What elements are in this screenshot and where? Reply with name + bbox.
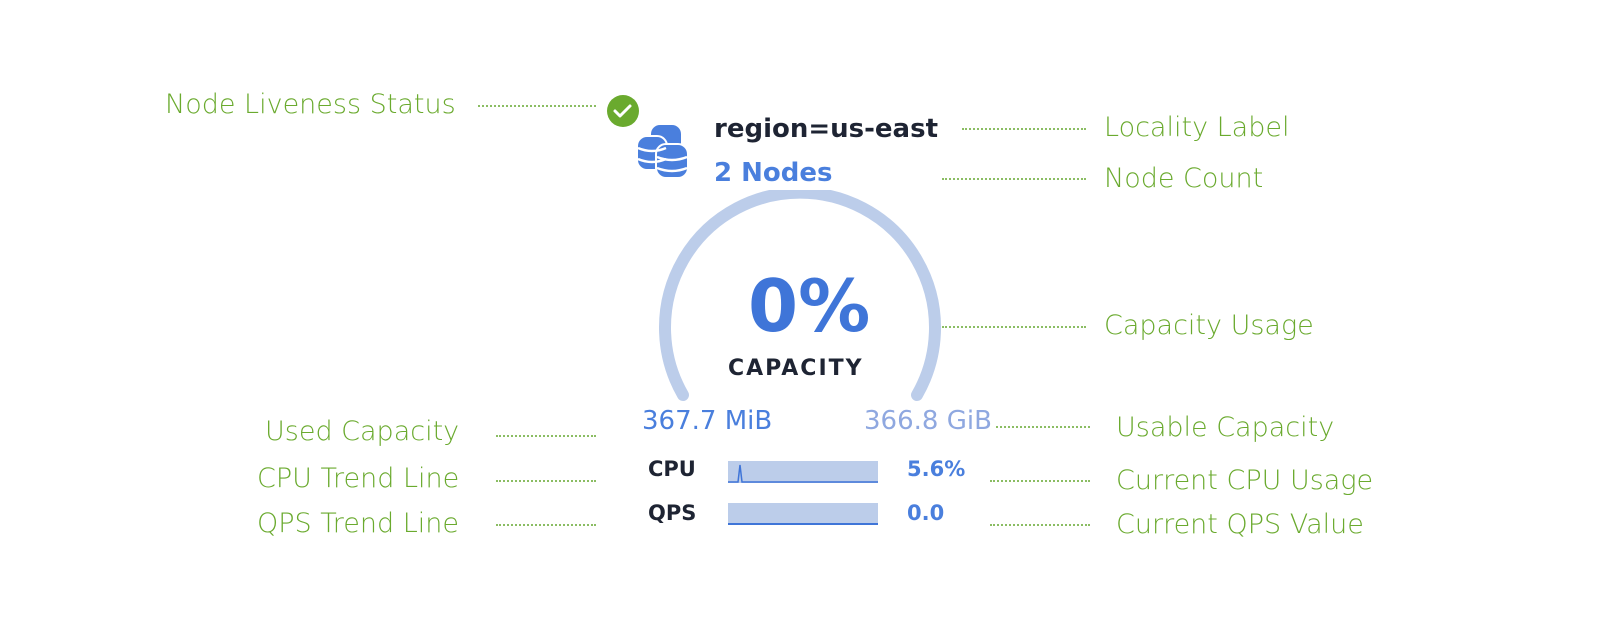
leader-line bbox=[942, 326, 1086, 328]
leader-line bbox=[496, 435, 596, 437]
leader-line bbox=[478, 105, 596, 107]
leader-line bbox=[990, 480, 1090, 482]
leader-line bbox=[496, 524, 596, 526]
capacity-label: CAPACITY bbox=[728, 356, 864, 381]
annotation-node-count: Node Count bbox=[1104, 163, 1264, 194]
cpu-label: CPU bbox=[648, 457, 696, 481]
locality-label: region=us-east bbox=[714, 114, 938, 144]
capacity-gauge bbox=[659, 190, 941, 401]
leader-line bbox=[962, 128, 1086, 130]
usable-capacity: 366.8 GiB bbox=[864, 406, 992, 436]
leader-line bbox=[942, 178, 1086, 180]
annotation-usable-capacity: Usable Capacity bbox=[1116, 412, 1335, 443]
leader-line bbox=[496, 480, 596, 482]
annotation-qps-trend: QPS Trend Line bbox=[257, 508, 459, 539]
annotation-capacity-usage: Capacity Usage bbox=[1104, 310, 1314, 341]
leader-line bbox=[996, 426, 1090, 428]
qps-label: QPS bbox=[648, 501, 697, 525]
annotation-cpu-trend: CPU Trend Line bbox=[257, 463, 460, 494]
gauge-track bbox=[659, 190, 941, 401]
cpu-trend-line bbox=[728, 461, 878, 483]
leader-line bbox=[990, 524, 1090, 526]
capacity-percent: 0% bbox=[748, 264, 871, 348]
node-count[interactable]: 2 Nodes bbox=[714, 158, 833, 188]
annotation-used-capacity: Used Capacity bbox=[265, 416, 460, 447]
qps-trend-line bbox=[728, 503, 878, 525]
check-circle-icon bbox=[607, 95, 639, 127]
annotation-current-qps: Current QPS Value bbox=[1116, 509, 1364, 540]
annotation-locality: Locality Label bbox=[1104, 112, 1290, 143]
annotation-current-cpu: Current CPU Usage bbox=[1116, 465, 1374, 496]
used-capacity: 367.7 MiB bbox=[642, 406, 773, 436]
current-qps-value: 0.0 bbox=[907, 501, 945, 525]
current-cpu-value: 5.6% bbox=[907, 457, 966, 481]
annotation-liveness: Node Liveness Status bbox=[165, 89, 456, 120]
database-icon bbox=[636, 123, 689, 179]
